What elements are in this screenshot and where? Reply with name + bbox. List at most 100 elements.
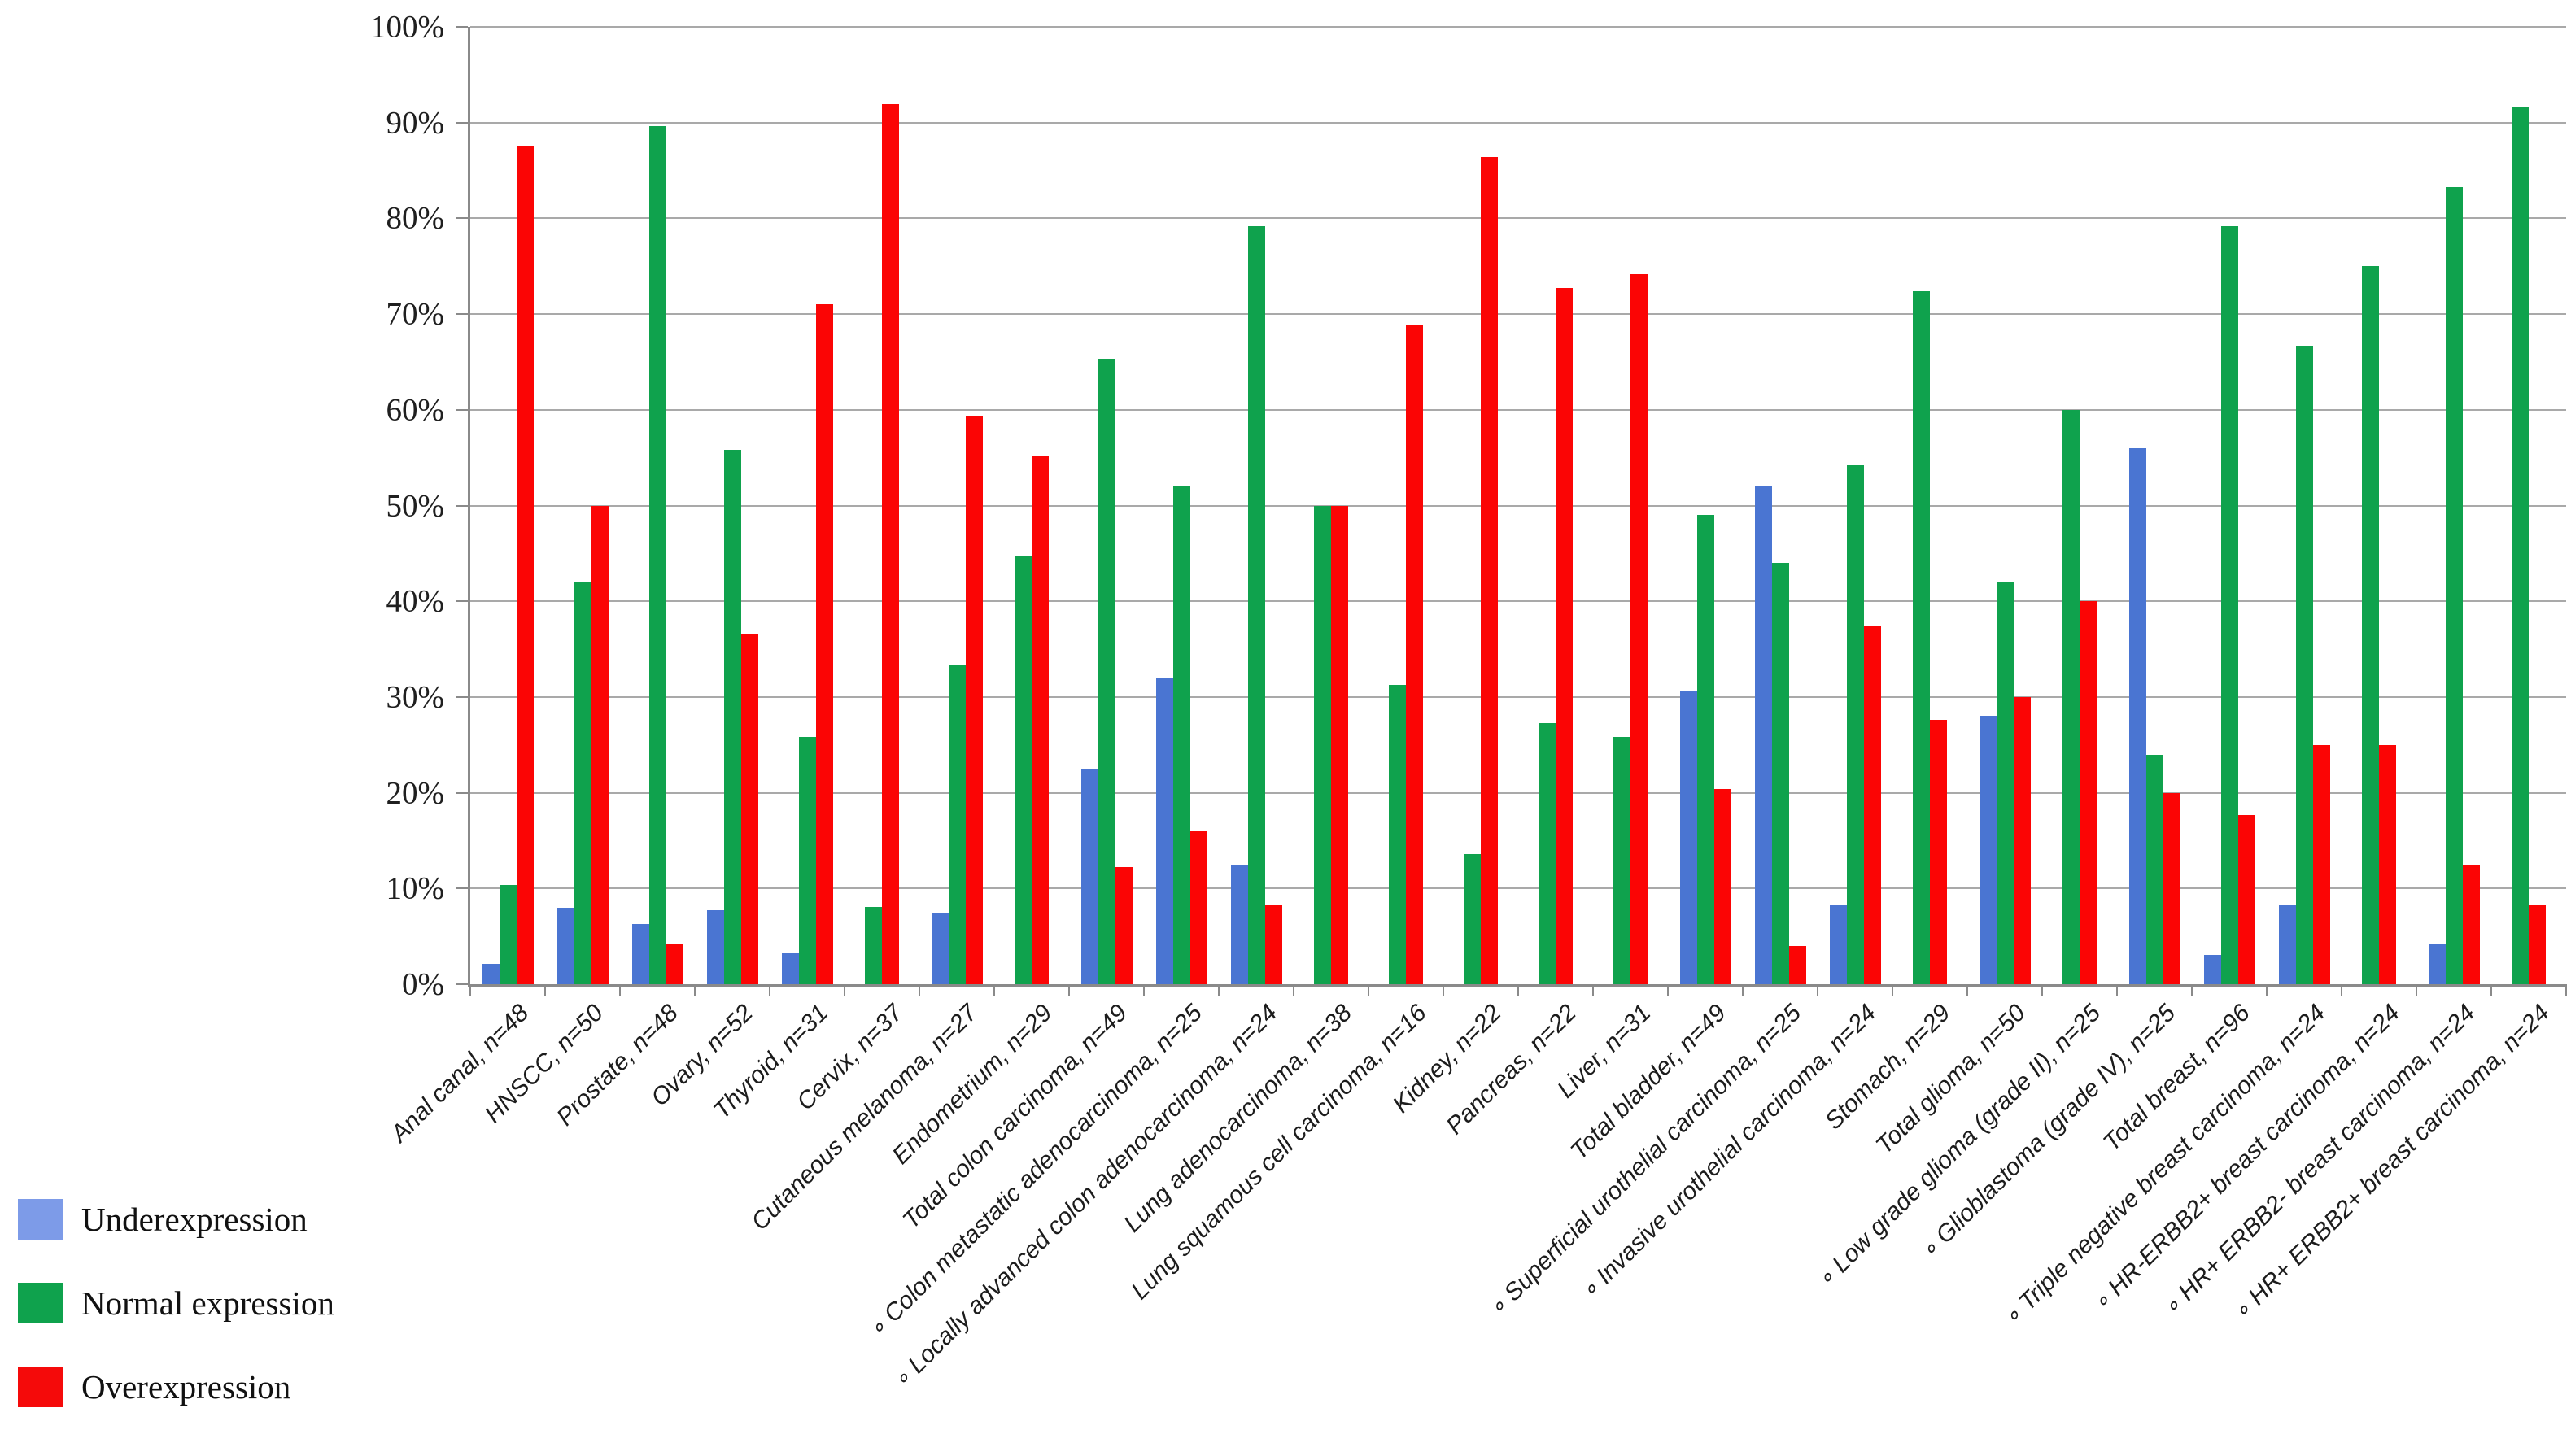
x-axis-tick: [469, 984, 471, 996]
legend-swatch: [18, 1283, 63, 1323]
x-axis-tick: [1143, 984, 1145, 996]
bar-overexpression: [882, 104, 899, 984]
bar-normal-expression: [1172, 486, 1190, 984]
x-axis-tick: [919, 984, 920, 996]
bar-group: [1294, 27, 1368, 984]
bar-overexpression: [965, 416, 983, 984]
gridline: [470, 504, 2566, 507]
bar-underexpression: [781, 953, 799, 984]
x-axis-tick: [2490, 984, 2492, 996]
x-axis-tick: [2041, 984, 2043, 996]
bar-group: [1743, 27, 1818, 984]
gridline: [470, 887, 2566, 890]
bar-group: [1967, 27, 2042, 984]
bar-overexpression: [2163, 792, 2180, 984]
x-axis-tick: [1368, 984, 1369, 996]
bar-normal-expression: [1539, 722, 1556, 984]
bar-group: [545, 27, 620, 984]
bar-normal-expression: [2220, 225, 2238, 984]
bar-group: [2416, 27, 2491, 984]
bar-normal-expression: [2145, 754, 2163, 984]
y-axis-tick-label: 10%: [386, 870, 445, 906]
bar-group: [1443, 27, 1518, 984]
x-axis-tick: [2565, 984, 2567, 996]
bar-overexpression: [1264, 905, 1282, 984]
gridline: [470, 408, 2566, 411]
bar-normal-expression: [948, 665, 966, 984]
x-axis-label: Anal canal, n=48: [385, 999, 534, 1148]
bar-overexpression: [1115, 867, 1133, 984]
plot-area: 0% 10% 20% 30% 40% 50% 60% 70% 80% 90% 100% Anal ca…: [370, 10, 2567, 1394]
bar-normal-expression: [2362, 266, 2379, 984]
x-axis-tick: [694, 984, 696, 996]
x-axis-tick: [1892, 984, 1893, 996]
bar-overexpression: [1930, 720, 1947, 984]
bar-overexpression: [2312, 744, 2330, 984]
legend-swatch: [18, 1367, 63, 1407]
y-axis-tick-label: 20%: [386, 775, 445, 811]
legend-label: Underexpression: [81, 1201, 308, 1238]
bar-normal-expression: [1696, 515, 1714, 984]
bar-normal-expression: [648, 126, 666, 984]
x-axis-tick: [1218, 984, 1220, 996]
bar-group: [2117, 27, 2192, 984]
bar-normal-expression: [1389, 684, 1406, 984]
bar-overexpression: [1630, 273, 1648, 984]
y-axis-tick-label: 30%: [386, 679, 445, 715]
bar-normal-expression: [1098, 359, 1115, 984]
x-axis-tick: [1068, 984, 1070, 996]
gridline: [470, 26, 2566, 28]
bar-group: [2342, 27, 2416, 984]
y-axis-tick-label: 60%: [386, 392, 445, 428]
x-axis-tick: [2416, 984, 2417, 996]
bar-group: [1892, 27, 1967, 984]
bar-normal-expression: [865, 906, 882, 984]
bar-normal-expression: [499, 884, 517, 984]
bar-group: [2042, 27, 2117, 984]
bar-underexpression: [631, 923, 649, 984]
x-axis-tick: [619, 984, 621, 996]
bar-overexpression: [1032, 456, 1049, 984]
bar-normal-expression: [2512, 106, 2529, 984]
bar-normal-expression: [1015, 555, 1032, 984]
legend-label: Overexpression: [81, 1368, 291, 1406]
bar-overexpression: [591, 505, 609, 984]
y-axis-tick: [456, 791, 468, 794]
gridline: [470, 600, 2566, 603]
bar-overexpression: [2237, 814, 2255, 984]
gridline: [470, 791, 2566, 794]
legend: Underexpression Normal expression Overexpr…: [18, 1197, 334, 1449]
bar-group: [1144, 27, 1219, 984]
y-axis-tick: [456, 695, 468, 698]
bar-overexpression: [2529, 905, 2546, 984]
y-axis-tick-label: 80%: [386, 200, 445, 236]
bar-group: [1219, 27, 1294, 984]
x-axis-tick: [1667, 984, 1669, 996]
bar-group: [2192, 27, 2267, 984]
y-axis-tick-label: 70%: [386, 296, 445, 332]
legend-item-overexpression: Overexpression: [18, 1365, 334, 1409]
bar-group: [620, 27, 695, 984]
legend-item-underexpression: Underexpression: [18, 1197, 334, 1241]
bar-group: [1593, 27, 1668, 984]
x-axis-tick: [844, 984, 845, 996]
bar-underexpression: [1829, 905, 1847, 984]
bar-normal-expression: [2445, 186, 2463, 984]
bar-normal-expression: [1247, 225, 1265, 984]
y-axis-tick-label: 100%: [370, 9, 444, 45]
y-axis-tick: [456, 600, 468, 603]
bar-normal-expression: [1314, 505, 1331, 984]
y-axis-tick-label: 90%: [386, 105, 445, 141]
legend-label: Normal expression: [81, 1284, 334, 1322]
bar-underexpression: [1679, 691, 1697, 984]
gridline: [470, 217, 2566, 220]
y-axis-tick-label: 40%: [386, 583, 445, 619]
legend-item-normal-expression: Normal expression: [18, 1281, 334, 1325]
bar-group: [1518, 27, 1593, 984]
y-axis-tick-label: 0%: [402, 966, 444, 1002]
y-axis-tick: [456, 217, 468, 220]
bar-underexpression: [2428, 944, 2446, 984]
bar-underexpression: [557, 907, 574, 984]
bar-normal-expression: [1771, 563, 1789, 984]
